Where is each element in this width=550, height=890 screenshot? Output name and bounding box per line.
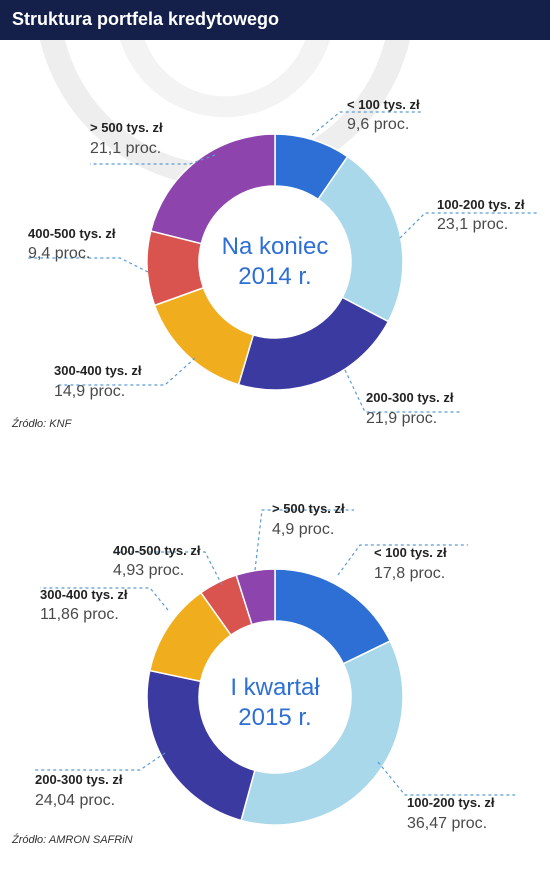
chart1-center-line1: Na koniec [221,233,329,260]
donut-chart-2015 [35,509,515,826]
chart2-label-100-200: 100-200 tys. zł [407,795,495,810]
chart2-leader-400-500 [113,551,223,586]
chart1-slice-gt500 [149,133,276,245]
chart1-value-400-500: 9,4 proc. [28,245,91,262]
chart2-value-lt100: 17,8 proc. [374,565,446,582]
chart2-value-400-500: 4,93 proc. [113,562,185,579]
chart1-leader-gt500 [90,154,216,165]
decor-arc-inner [120,40,330,118]
chart2-center-line1: I kwartał [230,674,320,701]
chart2-leader-100-200 [377,761,515,796]
chart1-label-200-300: 200-300 tys. zł [366,390,454,405]
chart1-leader-100-200 [399,212,537,239]
chart1-leader-400-500 [28,257,149,273]
chart2-slice-gt500 [235,568,276,626]
chart2-value-300-400: 11,86 proc. [40,606,119,623]
chart2-slice-200-300 [146,669,256,822]
chart1-slice-200-300 [237,296,390,391]
chart2-leader-lt100 [337,544,468,576]
chart2-slice-100-200 [240,640,404,826]
chart2-value-gt500: 4,9 proc. [272,521,335,538]
chart1-label-300-400: 300-400 tys. zł [54,363,142,378]
donut-chart-2014 [28,111,537,413]
header-bar: Struktura portfela kredytowego [0,0,550,40]
page-title: Struktura portfela kredytowego [12,9,280,29]
chart2-label-lt100: < 100 tys. zł [374,545,447,560]
chart1-label-gt500: > 500 tys. zł [90,120,163,135]
chart2-label-300-400: 300-400 tys. zł [40,587,128,602]
chart1-label-100-200: 100-200 tys. zł [437,197,525,212]
chart1-value-lt100: 9,6 proc. [347,116,410,133]
chart1-slice-300-400 [153,286,255,386]
chart2-center-label: I kwartał 2015 r. [195,673,355,733]
chart1-value-100-200: 23,1 proc. [437,216,509,233]
chart2-center-line2: 2015 r. [238,704,312,731]
chart2-value-200-300: 24,04 proc. [35,792,116,809]
chart2-label-gt500: > 500 tys. zł [272,501,345,516]
chart2-label-400-500: 400-500 tys. zł [113,543,201,558]
chart1-center-line2: 2014 r. [238,263,312,290]
chart1-value-300-400: 14,9 proc. [54,383,126,400]
chart2-leader-200-300 [35,752,166,771]
chart1-center-label: Na koniec 2014 r. [195,232,355,292]
chart2-source: Źródło: AMRON SAFRiN [12,834,133,846]
chart1-source: Źródło: KNF [12,418,72,430]
chart1-label-400-500: 400-500 tys. zł [28,226,116,241]
chart1-label-lt100: < 100 tys. zł [347,97,420,112]
chart2-value-100-200: 36,47 proc. [407,815,488,832]
chart2-label-200-300: 200-300 tys. zł [35,772,123,787]
chart1-leader-lt100 [311,111,422,136]
chart1-value-gt500: 21,1 proc. [90,140,162,157]
chart2-leader-gt500 [254,509,354,571]
chart1-leader-300-400 [58,357,196,386]
chart1-value-200-300: 21,9 proc. [366,410,438,427]
